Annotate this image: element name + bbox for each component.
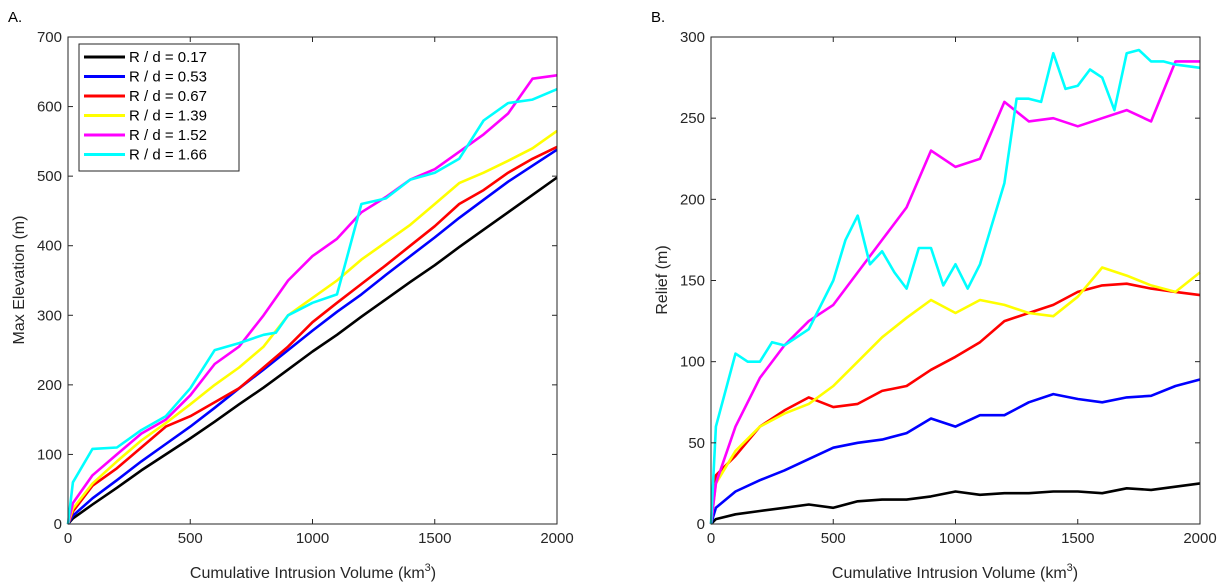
panel-a-label: A. <box>8 9 22 26</box>
y-tick-label: 100 <box>37 446 62 463</box>
panel-b-plot: 0 500 1000 1500 2000 0 50 100 150 200 250 300 <box>680 29 1217 547</box>
legend-entry-0: R / d = 0.17 <box>129 49 207 66</box>
series-line-1 <box>66 148 558 525</box>
series-line-0 <box>710 482 1201 525</box>
legend-entry-3: R / d = 1.39 <box>129 108 207 125</box>
legend-entry-1: R / d = 0.53 <box>129 69 207 86</box>
panel-a-ylabel: Max Elevation (m) <box>11 216 28 345</box>
y-tick-label: 600 <box>37 99 62 116</box>
x-tick-label: 500 <box>821 530 846 547</box>
panel-b-xlabel: Cumulative Intrusion Volume (km3) <box>832 562 1078 582</box>
legend-entry-4: R / d = 1.52 <box>129 127 207 144</box>
series-line-2 <box>66 145 558 525</box>
series-line-0 <box>67 176 558 525</box>
legend-entry-2: R / d = 0.67 <box>129 88 207 105</box>
y-tick-label: 250 <box>680 110 705 127</box>
legend-box <box>78 43 240 172</box>
y-tick-label: 300 <box>680 29 705 46</box>
y-tick-label: 0 <box>697 516 705 533</box>
x-tick-label: 500 <box>178 530 203 547</box>
x-tick-label: 1000 <box>939 530 972 547</box>
y-tick-label: 200 <box>680 191 705 208</box>
series-line-5 <box>66 88 558 525</box>
series-line-4 <box>66 74 558 525</box>
y-tick-label: 150 <box>680 273 705 290</box>
y-tick-label: 300 <box>37 307 62 324</box>
legend-entry-5: R / d = 1.66 <box>129 147 207 164</box>
y-tick-label: 700 <box>37 29 62 46</box>
panel-a-xlabel: Cumulative Intrusion Volume (km3) <box>190 562 436 582</box>
x-tick-label: 2000 <box>1183 530 1216 547</box>
panel-b-ylabel: Relief (m) <box>654 245 671 314</box>
y-tick-label: 200 <box>37 377 62 394</box>
series-line-4 <box>709 60 1200 525</box>
x-tick-label: 1000 <box>296 530 329 547</box>
y-tick-label: 500 <box>37 168 62 185</box>
y-tick-label: 50 <box>688 435 705 452</box>
x-tick-label: 1500 <box>1061 530 1094 547</box>
series-line-1 <box>709 378 1201 525</box>
series-line-3 <box>66 129 558 525</box>
y-tick-label: 400 <box>37 238 62 255</box>
panel-a-plot: 0 500 1000 1500 2000 0 100 200 300 400 500 600 700 R … <box>37 29 574 547</box>
y-tick-label: 0 <box>54 516 62 533</box>
x-tick-label: 2000 <box>540 530 573 547</box>
panel-b-label: B. <box>651 9 665 26</box>
y-tick-label: 100 <box>680 354 705 371</box>
series-line-3 <box>709 266 1201 525</box>
series-line-2 <box>709 282 1201 525</box>
x-tick-label: 0 <box>707 530 715 547</box>
series-line-5 <box>709 48 1201 525</box>
x-tick-label: 0 <box>64 530 72 547</box>
x-tick-label: 1500 <box>418 530 451 547</box>
